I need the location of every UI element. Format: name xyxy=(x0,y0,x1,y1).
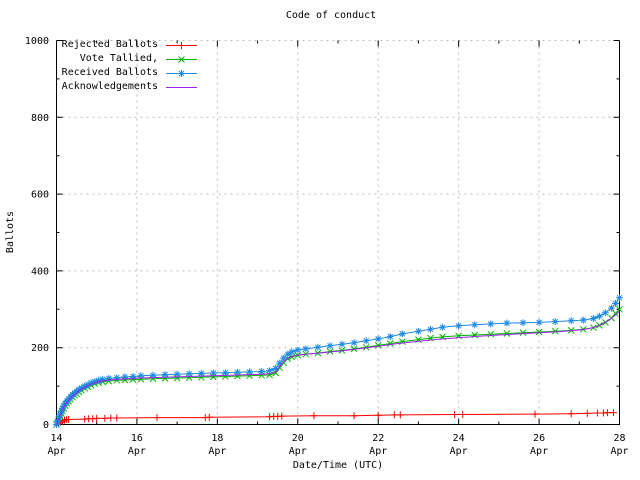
svg-text:1000: 1000 xyxy=(25,36,49,47)
svg-text:Apr: Apr xyxy=(450,446,468,457)
svg-text:Apr: Apr xyxy=(128,446,146,457)
svg-text:14: 14 xyxy=(50,433,62,444)
svg-text:22: 22 xyxy=(372,433,384,444)
svg-text:Apr: Apr xyxy=(289,446,307,457)
svg-text:24: 24 xyxy=(453,433,465,444)
legend-label-acknowledgements: Acknowledgements xyxy=(61,81,158,92)
svg-text:Apr: Apr xyxy=(610,446,628,457)
legend-label-received-ballots: Received Ballots xyxy=(61,67,158,78)
x-axis-label: Date/Time (UTC) xyxy=(292,460,384,471)
y-axis-label: Ballots xyxy=(5,210,16,254)
svg-text:Apr: Apr xyxy=(369,446,387,457)
svg-text:Apr: Apr xyxy=(47,446,65,457)
svg-text:Apr: Apr xyxy=(208,446,226,457)
svg-text:Apr: Apr xyxy=(530,446,548,457)
svg-text:800: 800 xyxy=(31,113,49,124)
svg-text:26: 26 xyxy=(533,433,545,444)
svg-text:28: 28 xyxy=(613,433,625,444)
svg-text:20: 20 xyxy=(292,433,304,444)
chart-title: Code of conduct xyxy=(285,10,377,21)
legend-label-vote-tallied: Vote Tallied, xyxy=(79,53,158,64)
svg-text:600: 600 xyxy=(31,190,49,201)
svg-text:400: 400 xyxy=(31,266,49,277)
svg-text:16: 16 xyxy=(131,433,143,444)
svg-text:200: 200 xyxy=(31,343,49,354)
svg-text:18: 18 xyxy=(211,433,223,444)
legend-label-rejected-ballots: Rejected Ballots xyxy=(61,39,158,50)
svg-text:0: 0 xyxy=(43,420,49,431)
